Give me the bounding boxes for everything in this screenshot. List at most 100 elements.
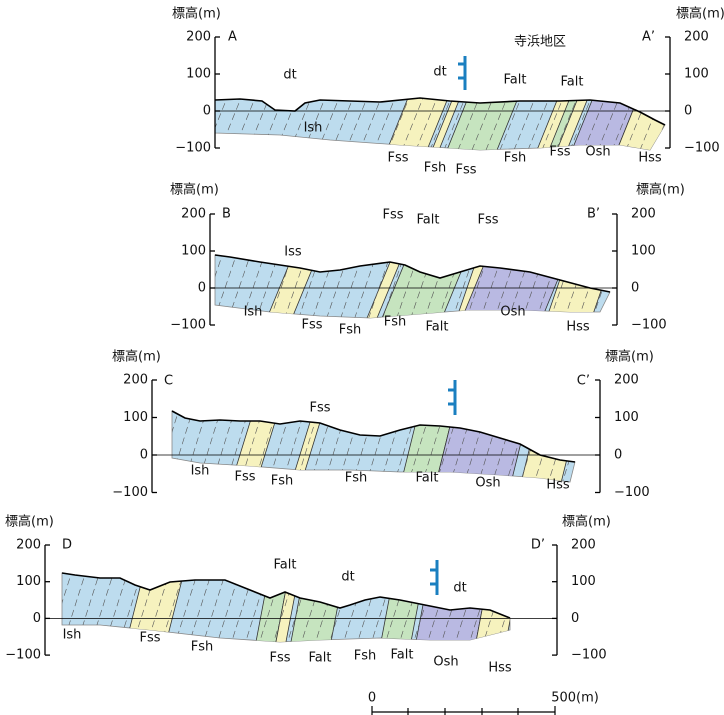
axis-tick-label: 0 xyxy=(33,611,41,626)
unit-label: Falt xyxy=(416,471,439,486)
unit-label: Iss xyxy=(284,245,302,260)
axis-tick-label: 200 xyxy=(181,207,206,222)
unit-label: dt xyxy=(433,65,446,80)
section-label: D’ xyxy=(531,538,545,553)
rock-unit xyxy=(475,568,520,647)
unit-label: dt xyxy=(453,581,466,596)
unit-label: Falt xyxy=(274,558,297,573)
scale-end: 500(m) xyxy=(551,691,599,706)
section-label: B’ xyxy=(587,207,600,222)
section-label: C xyxy=(164,374,173,389)
bedding-line xyxy=(496,568,521,647)
bedding-line xyxy=(561,406,586,487)
unit-label: dt xyxy=(341,570,354,585)
axis-tick-label: −100 xyxy=(170,318,206,333)
unit-label: Fsh xyxy=(384,315,407,330)
axis-tick-label: 100 xyxy=(16,574,41,589)
axis-title: 標高(m) xyxy=(112,349,161,365)
axis-tick-label: 0 xyxy=(614,448,622,463)
axis-tick-label: 100 xyxy=(571,574,596,589)
axis-tick-label: −100 xyxy=(571,648,607,663)
axis-title: 標高(m) xyxy=(5,514,54,530)
unit-label: Falt xyxy=(309,651,332,666)
axis-tick-label: 0 xyxy=(684,104,692,119)
unit-label: Ish xyxy=(244,305,263,320)
axis-title: 標高(m) xyxy=(676,6,724,22)
unit-label: Hss xyxy=(488,661,512,676)
unit-label: Osh xyxy=(500,305,525,320)
unit-label: Fsh xyxy=(504,151,527,166)
axis-tick-label: −100 xyxy=(631,318,667,333)
axis-tick-label: 200 xyxy=(614,373,639,388)
axis-tick-label: 200 xyxy=(684,30,709,45)
scale-bar xyxy=(372,706,555,715)
unit-label: Falt xyxy=(391,648,414,663)
axis-tick-label: 100 xyxy=(181,244,206,259)
axis-tick-label: −100 xyxy=(112,485,148,500)
unit-label: Fss xyxy=(387,151,408,166)
unit-label: Osh xyxy=(475,476,500,491)
unit-label: Fss xyxy=(477,213,498,228)
section-label: C’ xyxy=(577,374,590,389)
unit-label: Falt xyxy=(426,320,449,335)
bedding-line xyxy=(510,568,535,647)
axis-title: 標高(m) xyxy=(172,6,221,22)
axis-tick-label: −100 xyxy=(175,141,211,156)
unit-label: Hss xyxy=(546,478,570,493)
section-label: D xyxy=(62,538,72,553)
section-label: A’ xyxy=(642,30,655,45)
scale-start: 0 xyxy=(368,691,376,706)
unit-label: Osh xyxy=(433,655,458,670)
section-label: A xyxy=(228,30,237,45)
axis-tick-label: −100 xyxy=(614,485,650,500)
axis-tick-label: −100 xyxy=(684,141,720,156)
axis-tick-label: 100 xyxy=(684,67,709,82)
axis-tick-label: 100 xyxy=(631,244,656,259)
bedding-line xyxy=(524,568,549,647)
unit-label: Fsh xyxy=(345,471,368,486)
geologic-cross-sections: 寺浜地区 0 500(m) 標高(m)2001000−100標高(m)20010… xyxy=(0,0,724,715)
unit-label: Hss xyxy=(566,320,590,335)
unit-label: Fss xyxy=(549,145,570,160)
unit-label: Osh xyxy=(585,145,610,160)
axis-tick-label: 0 xyxy=(203,104,211,119)
axis-tick-label: 100 xyxy=(186,67,211,82)
unit-label: Fss xyxy=(382,208,403,223)
unit-label: Fss xyxy=(301,318,322,333)
axis-tick-label: 200 xyxy=(571,538,596,553)
location-label: 寺浜地区 xyxy=(514,35,566,50)
axis-tick-label: 200 xyxy=(631,207,656,222)
axis-tick-label: 0 xyxy=(631,281,639,296)
axis-title: 標高(m) xyxy=(605,349,654,365)
unit-label: Fss xyxy=(269,651,290,666)
unit-label: Ish xyxy=(63,628,82,643)
axis-tick-label: 0 xyxy=(198,281,206,296)
unit-label: Fss xyxy=(309,401,330,416)
axis-tick-label: 0 xyxy=(140,448,148,463)
unit-label: Fss xyxy=(455,163,476,178)
bedding-line xyxy=(538,568,563,647)
section-label: B xyxy=(222,207,231,222)
bedding-line xyxy=(482,568,507,647)
axis-tick-label: 100 xyxy=(614,410,639,425)
unit-label: Fss xyxy=(234,470,255,485)
axis-title: 標高(m) xyxy=(562,514,611,530)
unit-label: Fsh xyxy=(271,474,294,489)
unit-label: Fsh xyxy=(424,161,447,176)
axis-tick-label: 200 xyxy=(16,538,41,553)
unit-label: Hss xyxy=(638,151,662,166)
unit-label: Falt xyxy=(561,75,584,90)
axis-tick-label: 0 xyxy=(571,611,579,626)
axis-title: 標高(m) xyxy=(636,182,685,198)
unit-label: Fsh xyxy=(354,649,377,664)
bedding-line xyxy=(589,406,614,487)
unit-label: Fsh xyxy=(191,640,214,655)
unit-label: Fsh xyxy=(339,323,362,338)
axis-tick-label: 200 xyxy=(123,373,148,388)
unit-label: Ish xyxy=(304,121,323,136)
unit-label: Falt xyxy=(417,213,440,228)
